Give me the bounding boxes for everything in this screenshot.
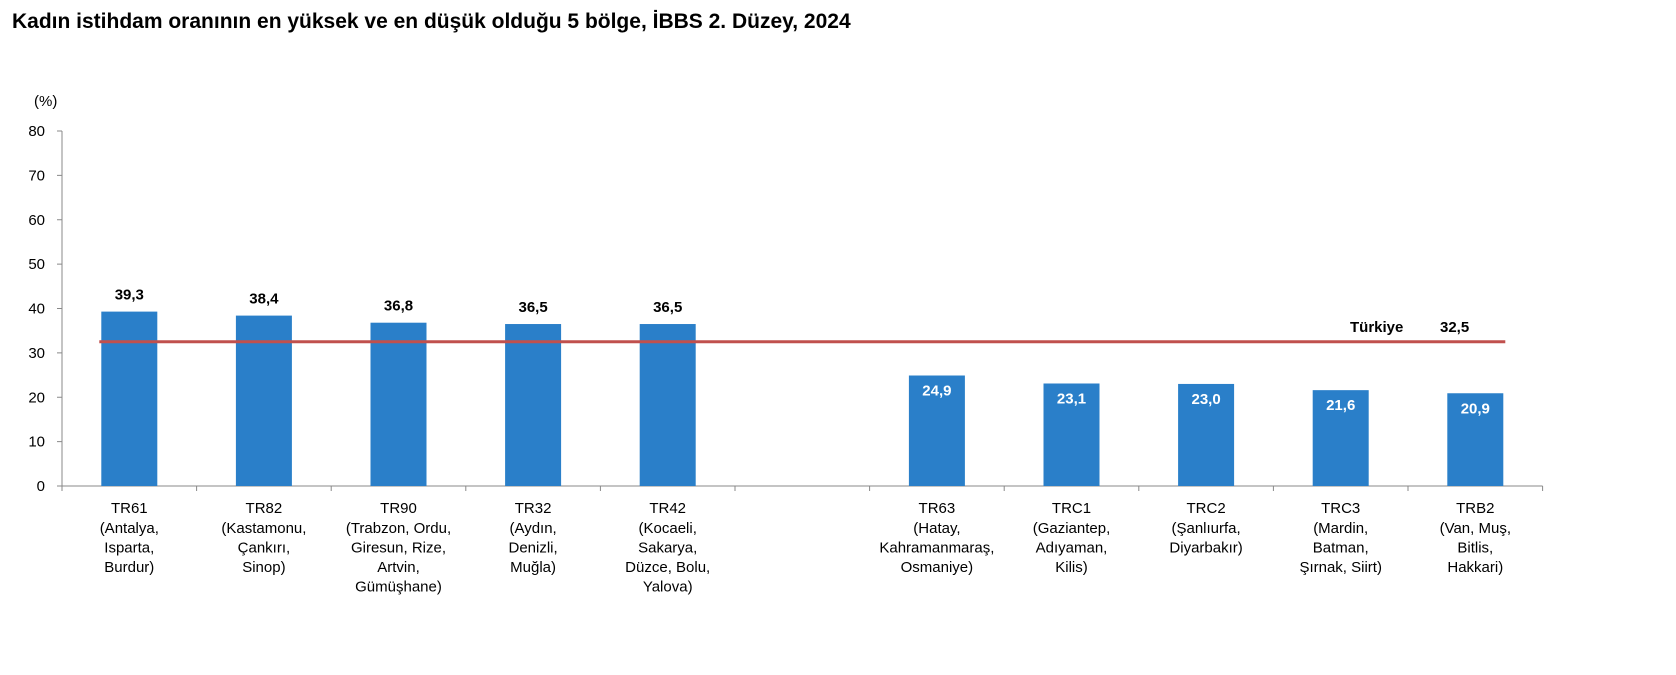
category-code: TR32	[515, 500, 552, 517]
y-tick-label: 70	[28, 167, 45, 184]
category-label: (Mardin,	[1313, 520, 1368, 537]
data-label: 24,9	[922, 383, 951, 400]
category-label: Diyarbakır)	[1169, 540, 1242, 557]
bar-TR42	[639, 324, 696, 486]
category-label: (Kastamonu,	[221, 520, 306, 537]
category-code: TRB2	[1456, 500, 1494, 517]
y-tick-label: 30	[28, 345, 45, 362]
category-code: TR82	[246, 500, 283, 517]
category-label: Artvin,	[377, 559, 420, 576]
data-label: 38,4	[249, 291, 279, 308]
category-label: Düzce, Bolu,	[625, 559, 710, 576]
category-code: TR90	[380, 500, 417, 517]
y-tick-label: 40	[28, 301, 45, 318]
data-label: 36,5	[518, 299, 547, 316]
category-label: (Antalya,	[100, 520, 159, 537]
data-label: 39,3	[115, 287, 144, 304]
y-tick-label: 60	[28, 212, 45, 229]
data-label: 23,0	[1191, 391, 1220, 408]
category-label: Sakarya,	[638, 540, 697, 557]
category-label: (Trabzon, Ordu,	[346, 520, 451, 537]
y-tick-label: 20	[28, 389, 45, 406]
y-tick-label: 10	[28, 434, 45, 451]
category-label: Gümüşhane)	[355, 579, 442, 596]
category-label: Sinop)	[242, 559, 285, 576]
bar-TR90	[370, 322, 427, 486]
reference-line-value: 32,5	[1440, 319, 1469, 336]
y-tick-label: 0	[37, 478, 45, 495]
category-label: Isparta,	[104, 540, 154, 557]
category-label: (Gaziantep,	[1033, 520, 1111, 537]
category-label: Çankırı,	[238, 540, 291, 557]
category-code: TR61	[111, 500, 148, 517]
category-label: Hakkari)	[1447, 559, 1503, 576]
y-axis-label: (%)	[34, 93, 57, 110]
bar-TRB2	[1447, 393, 1504, 486]
data-label: 23,1	[1057, 390, 1086, 407]
category-label: Adıyaman,	[1036, 540, 1108, 557]
category-label: Burdur)	[104, 559, 154, 576]
data-label: 20,9	[1461, 400, 1490, 417]
chart-title: Kadın istihdam oranının en yüksek ve en …	[12, 10, 851, 33]
category-code: TR63	[919, 500, 956, 517]
category-label: (Aydın,	[509, 520, 556, 537]
category-label: (Hatay,	[913, 520, 960, 537]
category-label: (Van, Muş,	[1440, 520, 1511, 537]
reference-line-name: Türkiye	[1350, 319, 1403, 336]
y-tick-label: 50	[28, 256, 45, 273]
category-label: (Kocaeli,	[639, 520, 697, 537]
bar-TR32	[505, 324, 562, 486]
category-label: Osmaniye)	[901, 559, 974, 576]
category-label: Giresun, Rize,	[351, 540, 446, 557]
category-label: Yalova)	[643, 579, 693, 596]
bar-TRC1	[1043, 383, 1100, 486]
category-label: Batman,	[1313, 540, 1369, 557]
data-label: 36,8	[384, 298, 413, 315]
bar-TR63	[908, 375, 965, 486]
category-label: Kilis)	[1055, 559, 1088, 576]
category-label: Şırnak, Siirt)	[1299, 559, 1382, 576]
y-tick-label: 80	[28, 123, 45, 140]
category-label: (Şanlıurfa,	[1171, 520, 1240, 537]
category-label: Muğla)	[510, 559, 556, 576]
category-label: Bitlis,	[1457, 540, 1493, 557]
category-code: TR42	[649, 500, 686, 517]
category-code: TRC2	[1187, 500, 1226, 517]
bar-TR82	[235, 315, 292, 486]
bar-TR61	[101, 311, 158, 486]
category-code: TRC3	[1321, 500, 1360, 517]
data-label: 21,6	[1326, 397, 1355, 414]
data-label: 36,5	[653, 299, 682, 316]
bar-TRC3	[1312, 390, 1369, 486]
category-label: Kahramanmaraş,	[879, 540, 994, 557]
bar-TRC2	[1178, 383, 1235, 486]
category-code: TRC1	[1052, 500, 1091, 517]
category-label: Denizli,	[509, 540, 558, 557]
